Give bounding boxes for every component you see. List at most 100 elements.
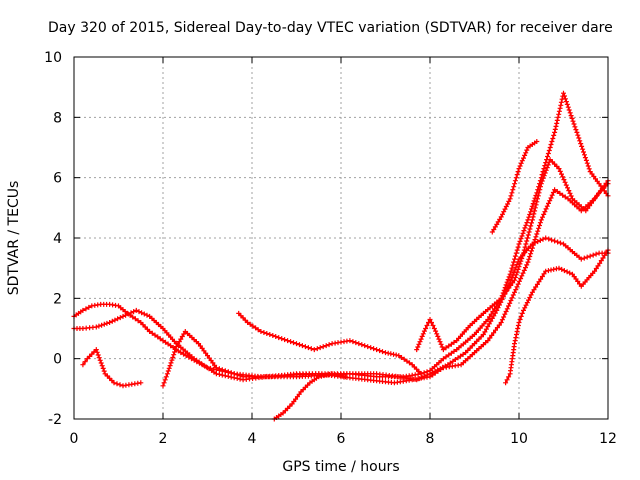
data-point xyxy=(565,185,570,191)
data-point xyxy=(513,250,519,256)
data-point xyxy=(488,318,494,324)
data-point xyxy=(128,310,134,316)
data-point xyxy=(520,270,526,276)
axis-ticks xyxy=(73,56,609,420)
data-point xyxy=(297,342,302,348)
data-point xyxy=(587,203,593,209)
data-point xyxy=(519,273,525,279)
data-point xyxy=(574,129,580,135)
data-point xyxy=(439,344,445,350)
data-point xyxy=(540,175,546,181)
data-point xyxy=(510,292,516,298)
data-point xyxy=(168,360,174,366)
data-point xyxy=(531,287,537,293)
data-point xyxy=(135,318,141,324)
data-point xyxy=(530,242,536,248)
data-point xyxy=(533,234,539,240)
data-point xyxy=(169,357,175,363)
data-point xyxy=(592,195,598,201)
series-sat-e xyxy=(236,310,424,377)
data-point xyxy=(516,278,522,284)
data-point xyxy=(529,289,535,295)
data-point xyxy=(528,251,534,257)
data-point xyxy=(421,328,427,334)
data-point xyxy=(514,269,520,275)
data-point xyxy=(512,253,518,259)
data-point xyxy=(503,380,509,386)
x-tick-label: 4 xyxy=(248,431,257,447)
data-point xyxy=(563,182,569,188)
data-point xyxy=(149,330,155,336)
x-tick-labels: 0 2 4 6 8 10 12 xyxy=(70,431,617,447)
data-point xyxy=(518,236,524,242)
data-point xyxy=(302,344,308,350)
data-point xyxy=(527,254,533,259)
data-point xyxy=(519,256,525,261)
data-point xyxy=(538,184,543,190)
data-point xyxy=(584,160,590,166)
data-point xyxy=(485,324,491,329)
data-point xyxy=(414,366,420,372)
data-point xyxy=(427,317,433,322)
data-point xyxy=(561,177,567,183)
data-point xyxy=(279,336,285,342)
data-point xyxy=(537,237,543,243)
data-point xyxy=(547,145,553,150)
data-point xyxy=(526,256,532,262)
data-point xyxy=(365,344,371,350)
data-point xyxy=(432,370,438,376)
data-point xyxy=(595,263,601,269)
data-point xyxy=(553,123,559,129)
y-tick-labels: -2 0 2 4 6 8 10 xyxy=(44,50,62,428)
data-point xyxy=(483,326,489,332)
data-point xyxy=(527,226,533,232)
data-point xyxy=(522,225,528,231)
data-point xyxy=(415,344,421,350)
y-tick-label: 10 xyxy=(44,50,62,66)
data-point xyxy=(516,166,522,172)
data-point xyxy=(562,194,568,200)
data-point xyxy=(298,389,304,395)
data-point xyxy=(287,403,293,409)
data-point xyxy=(96,355,102,361)
data-point xyxy=(511,259,517,265)
data-point xyxy=(247,321,253,327)
data-point xyxy=(533,284,539,290)
data-point xyxy=(589,200,594,206)
data-point xyxy=(510,280,516,286)
data-point xyxy=(571,121,577,127)
data-point xyxy=(504,279,510,285)
series-sat-c xyxy=(80,347,144,389)
data-point xyxy=(513,335,519,341)
data-point xyxy=(556,111,562,117)
data-point xyxy=(424,323,430,328)
data-point xyxy=(435,333,441,339)
data-point xyxy=(592,268,598,274)
data-point xyxy=(155,334,161,340)
data-point xyxy=(581,149,586,155)
data-point xyxy=(543,235,549,241)
data-point xyxy=(164,371,170,377)
data-point xyxy=(419,333,425,339)
data-point xyxy=(503,309,509,314)
data-point xyxy=(558,99,564,105)
data-point xyxy=(436,336,442,342)
data-point xyxy=(267,332,273,337)
data-point xyxy=(401,356,407,362)
grid xyxy=(74,57,608,419)
data-point xyxy=(437,339,443,345)
data-point xyxy=(514,284,520,290)
data-point xyxy=(600,255,606,261)
data-point xyxy=(163,374,169,380)
data-point xyxy=(261,330,267,335)
data-point xyxy=(98,360,104,366)
data-point xyxy=(96,323,102,329)
data-point xyxy=(491,227,497,232)
data-point xyxy=(573,127,579,133)
data-point xyxy=(530,214,536,220)
data-point xyxy=(510,187,516,193)
data-point xyxy=(512,178,518,184)
data-point xyxy=(305,345,311,351)
data-point xyxy=(501,209,507,215)
data-point xyxy=(505,201,511,207)
